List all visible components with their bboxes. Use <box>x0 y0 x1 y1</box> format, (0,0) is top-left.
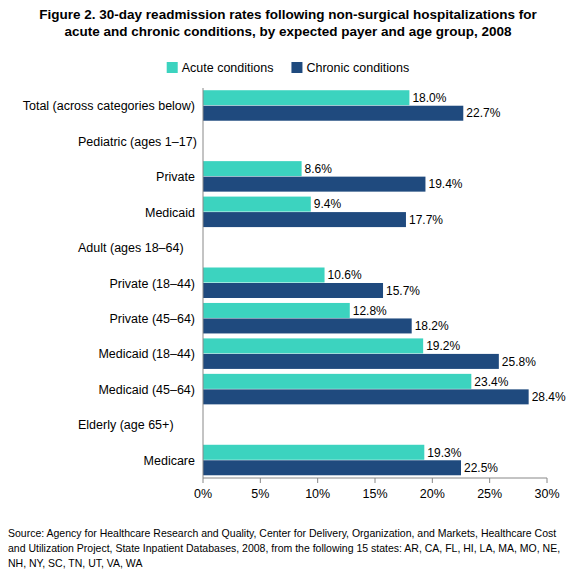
data-label: 19.3% <box>427 446 461 460</box>
data-label: 15.7% <box>386 284 420 298</box>
bar <box>203 106 463 121</box>
bar <box>203 90 409 105</box>
x-tick <box>317 478 318 483</box>
x-tick-label: 25% <box>477 487 502 501</box>
bar <box>203 354 499 369</box>
category-label: Medicare <box>144 454 195 468</box>
bars <box>203 90 529 475</box>
category-label: Private (45–64) <box>110 312 195 326</box>
labels: Total (across categories below) 18.0% 22.7… <box>23 91 566 475</box>
data-label: 25.8% <box>502 355 536 369</box>
bar <box>203 374 471 389</box>
legend: Acute conditions Chronic conditions <box>167 61 410 75</box>
bar <box>203 268 325 283</box>
bar <box>203 303 350 318</box>
data-label: 18.0% <box>412 91 446 105</box>
data-label: 9.4% <box>314 197 342 211</box>
legend-swatch <box>291 62 302 73</box>
bar <box>203 197 311 212</box>
title: Figure 2. 30-day readmission rates follo… <box>20 6 556 40</box>
bar <box>203 445 424 460</box>
bar <box>203 338 423 353</box>
chart: Acute conditions Chronic conditions Total … <box>0 0 576 576</box>
bar <box>203 460 461 475</box>
data-label: 28.4% <box>532 390 566 404</box>
legend-swatch <box>167 62 178 73</box>
data-label: 12.8% <box>353 304 387 318</box>
data-label: 19.2% <box>426 339 460 353</box>
x-tick <box>432 478 433 483</box>
source-note: Source: Agency for Healthcare Research a… <box>8 526 570 571</box>
x-tick-label: 0% <box>194 487 212 501</box>
bar <box>203 389 529 404</box>
data-label: 18.2% <box>415 319 449 333</box>
data-label: 22.5% <box>464 461 498 475</box>
category-label: Medicaid (18–44) <box>98 347 195 361</box>
bar <box>203 318 412 333</box>
x-tick <box>547 478 548 483</box>
data-label: 17.7% <box>409 213 443 227</box>
legend-item: Chronic conditions <box>291 61 409 75</box>
legend-label: Acute conditions <box>182 61 274 75</box>
group-label: Pediatric (ages 1–17) <box>78 135 197 149</box>
data-label: 22.7% <box>466 106 500 120</box>
category-label: Medicaid <box>145 206 195 220</box>
bar <box>203 283 383 298</box>
category-label: Total (across categories below) <box>23 99 195 113</box>
x-tick-label: 15% <box>362 487 387 501</box>
data-label: 23.4% <box>474 375 508 389</box>
x-tick <box>203 478 204 483</box>
data-label: 10.6% <box>328 268 362 282</box>
category-label: Medicaid (45–64) <box>98 383 195 397</box>
bar <box>203 177 425 192</box>
data-label: 19.4% <box>428 177 462 191</box>
legend-item: Acute conditions <box>167 61 274 75</box>
x-tick <box>489 478 490 483</box>
category-label: Private <box>156 170 195 184</box>
bar <box>203 161 302 176</box>
x-tick <box>260 478 261 483</box>
x-tick-label: 30% <box>534 487 559 501</box>
x-tick <box>375 478 376 483</box>
x-tick-label: 5% <box>251 487 269 501</box>
group-label: Elderly (age 65+) <box>78 418 174 432</box>
legend-label: Chronic conditions <box>306 61 409 75</box>
data-label: 8.6% <box>305 162 333 176</box>
x-tick-label: 10% <box>305 487 330 501</box>
group-label: Adult (ages 18–64) <box>78 241 184 255</box>
category-label: Private (18–44) <box>110 277 195 291</box>
y-axis-line <box>203 88 204 478</box>
x-tick-label: 20% <box>420 487 445 501</box>
bar <box>203 212 406 227</box>
x-axis: 0% 5% 10% 15% 20% 25% 30% <box>194 88 560 501</box>
